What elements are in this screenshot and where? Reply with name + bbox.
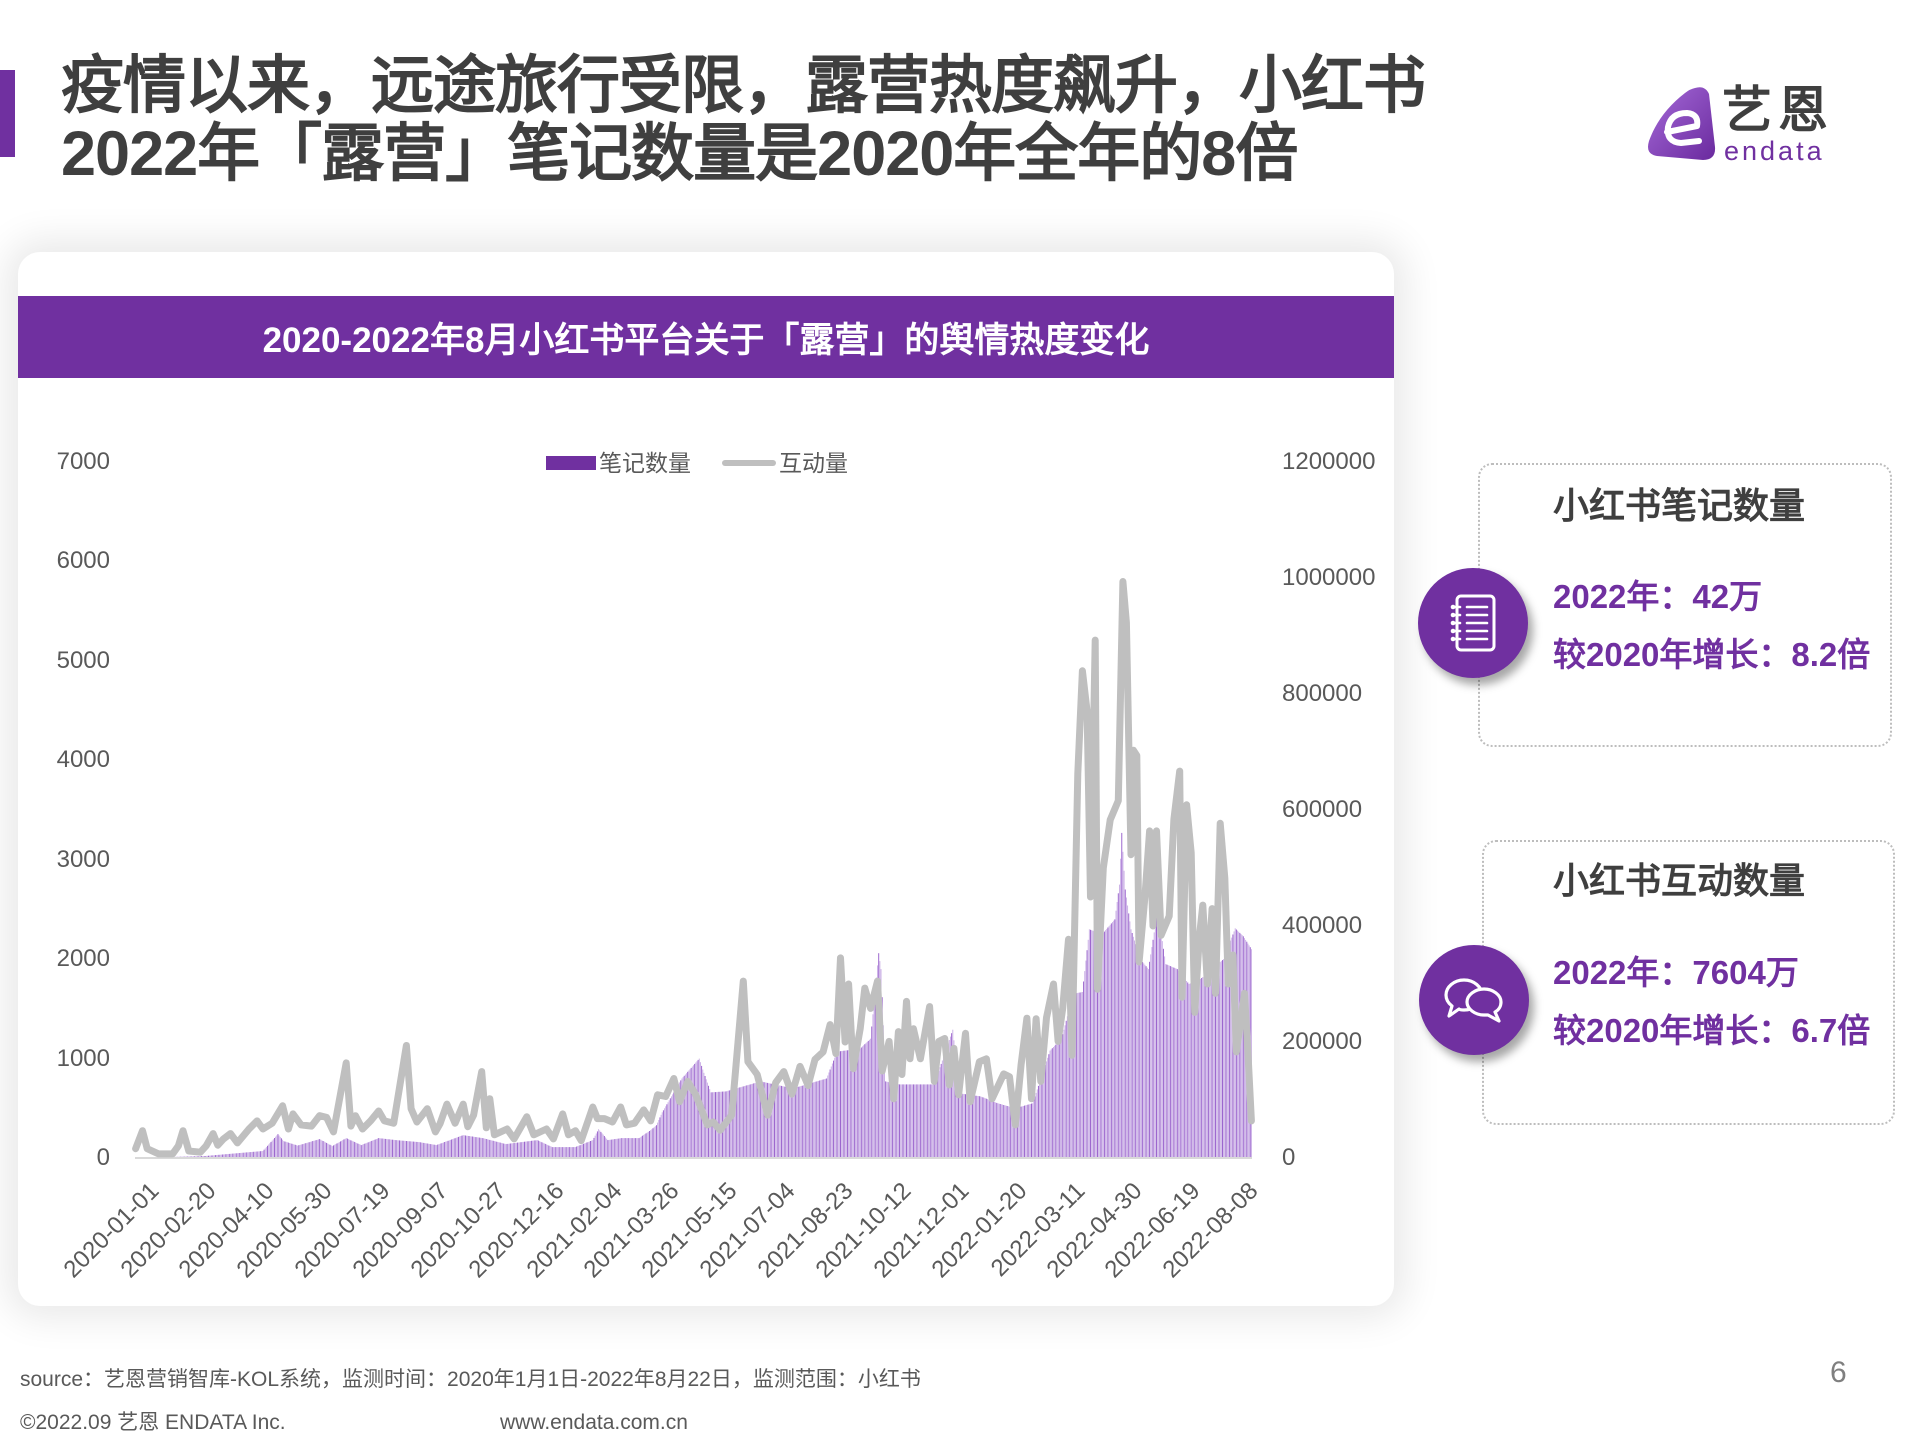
stat-notes-2022-value: 2022年：42万 <box>1553 578 1763 615</box>
y-right-tick-label: 200000 <box>1282 1028 1363 1055</box>
chat-icon-badge <box>1419 945 1529 1055</box>
y-left-tick-label: 3000 <box>56 845 110 873</box>
y-left-tick-label: 4000 <box>56 746 110 774</box>
legend-bar-swatch <box>546 456 596 470</box>
stat-panel-notes <box>1478 463 1892 747</box>
y-left-tick-label: 6000 <box>56 547 110 575</box>
y-left-tick-label: 7000 <box>56 448 110 475</box>
legend-line-swatch <box>722 460 776 466</box>
y-right-tick-label: 400000 <box>1282 912 1363 939</box>
stat-notes-title: 小红书笔记数量 <box>1553 485 1806 526</box>
stat-interactions-title: 小红书互动数量 <box>1553 860 1806 901</box>
stat-panel-interactions <box>1482 840 1895 1125</box>
legend-label-notes: 笔记数量 <box>599 450 691 476</box>
page-title-line-2: 2022年「露营」笔记数量是2020年全年的8倍 <box>61 119 1298 189</box>
chart-title: 2020-2022年8月小红书平台关于「露营」的舆情热度变化 <box>262 320 1150 360</box>
y-left-tick-label: 1000 <box>56 1044 110 1072</box>
copyright: ©2022.09 艺恩 ENDATA Inc. <box>20 1411 286 1434</box>
stat-interactions-2022-value: 2022年：7604万 <box>1553 954 1799 991</box>
chat-bubbles-icon <box>1444 978 1503 1023</box>
y-right-tick-label: 0 <box>1282 1144 1296 1171</box>
logo-text-cn: 艺恩 <box>1722 82 1834 138</box>
stat-notes-growth: 较2020年增长：8.2倍 <box>1553 636 1871 673</box>
y-right-tick-label: 600000 <box>1282 796 1363 823</box>
y-right-tick-label: 800000 <box>1282 680 1363 707</box>
stat-interactions-growth: 较2020年增长：6.7倍 <box>1553 1012 1871 1049</box>
source-note: source：艺恩营销智库-KOL系统，监测时间：2020年1月1日-2022年… <box>20 1368 921 1391</box>
y-right-tick-label: 1000000 <box>1282 564 1376 591</box>
endata-e-logo-icon <box>1648 87 1716 160</box>
plot-area <box>132 578 1255 1159</box>
logo-text-en: endata <box>1724 136 1825 166</box>
website: www.endata.com.cn <box>500 1411 688 1434</box>
notebook-icon <box>1450 594 1496 652</box>
title-accent-bar <box>0 70 15 157</box>
legend-label-interactions: 互动量 <box>779 450 848 476</box>
y-left-tick-label: 2000 <box>56 945 110 973</box>
page-number: 6 <box>1830 1356 1847 1389</box>
page-title-line-1: 疫情以来，远途旅行受限，露营热度飙升，小红书 <box>61 51 1426 121</box>
chart-title-band: 2020-2022年8月小红书平台关于「露营」的舆情热度变化 <box>18 296 1394 378</box>
notebook-icon-badge <box>1418 568 1528 678</box>
notes-bar-series <box>135 832 1252 1158</box>
y-right-tick-label: 1200000 <box>1282 448 1376 475</box>
interactions-line-series <box>132 578 1255 1158</box>
y-left-tick-label: 0 <box>96 1144 110 1171</box>
y-left-tick-label: 5000 <box>56 646 110 674</box>
